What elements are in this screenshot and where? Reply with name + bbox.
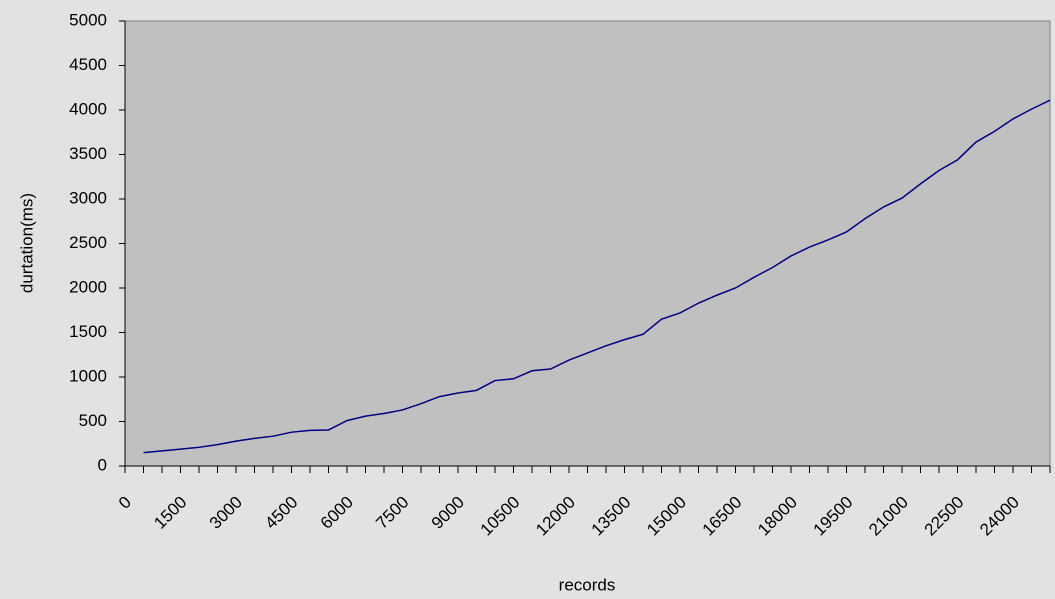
data-line	[143, 99, 1051, 454]
y-tick-label: 2500	[69, 233, 107, 252]
y-tick-label: 2000	[69, 277, 107, 296]
y-tick-label: 5000	[69, 10, 107, 29]
y-tick-label: 500	[79, 411, 107, 430]
plot-area	[124, 20, 1051, 467]
x-axis-label: records	[559, 575, 616, 594]
y-tick-label: 3000	[69, 188, 107, 207]
y-tick-label: 1500	[69, 322, 107, 341]
y-tick-label: 4500	[69, 55, 107, 74]
y-tick-label: 0	[98, 455, 107, 474]
y-tick-label: 3500	[69, 144, 107, 163]
y-tick-label: 4000	[69, 99, 107, 118]
y-tick-label: 1000	[69, 366, 107, 385]
y-axis-label: durtation(ms)	[17, 193, 36, 293]
